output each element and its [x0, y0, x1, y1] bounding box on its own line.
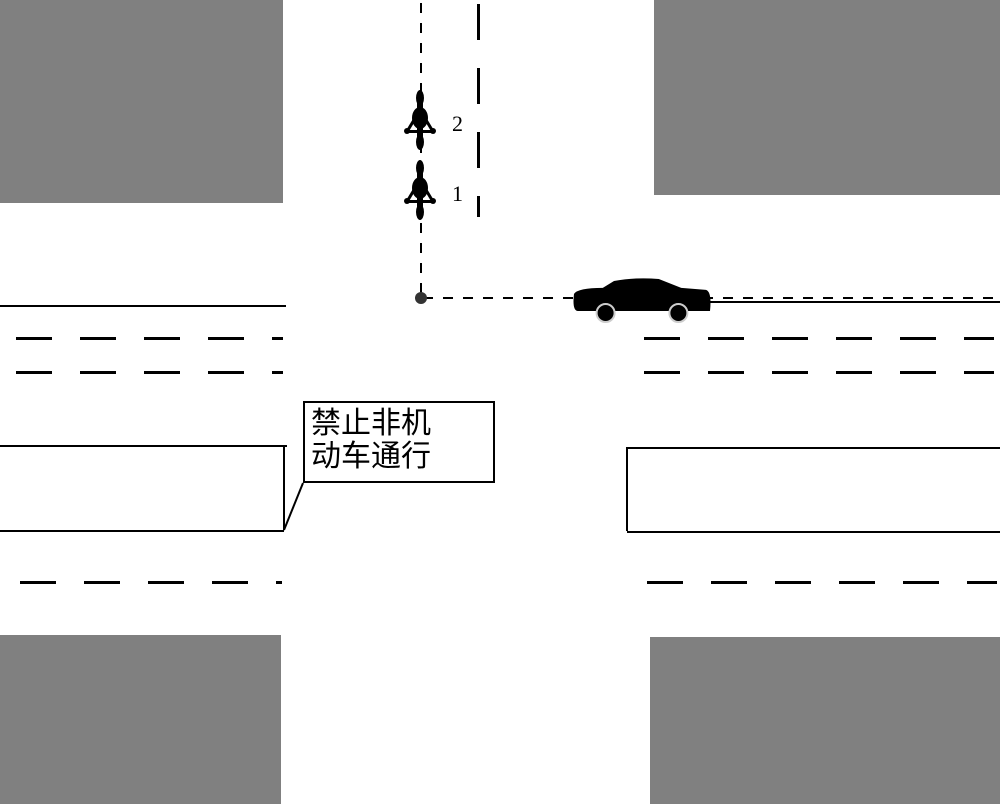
intersection-diagram: 禁止非机 动车通行 1 2 — [0, 0, 1000, 804]
motorcycle-2 — [404, 90, 436, 150]
motorcycle-1 — [404, 160, 436, 220]
vehicle-layer — [0, 0, 1000, 804]
sign-connector-line — [284, 483, 303, 530]
car-icon — [574, 278, 711, 322]
